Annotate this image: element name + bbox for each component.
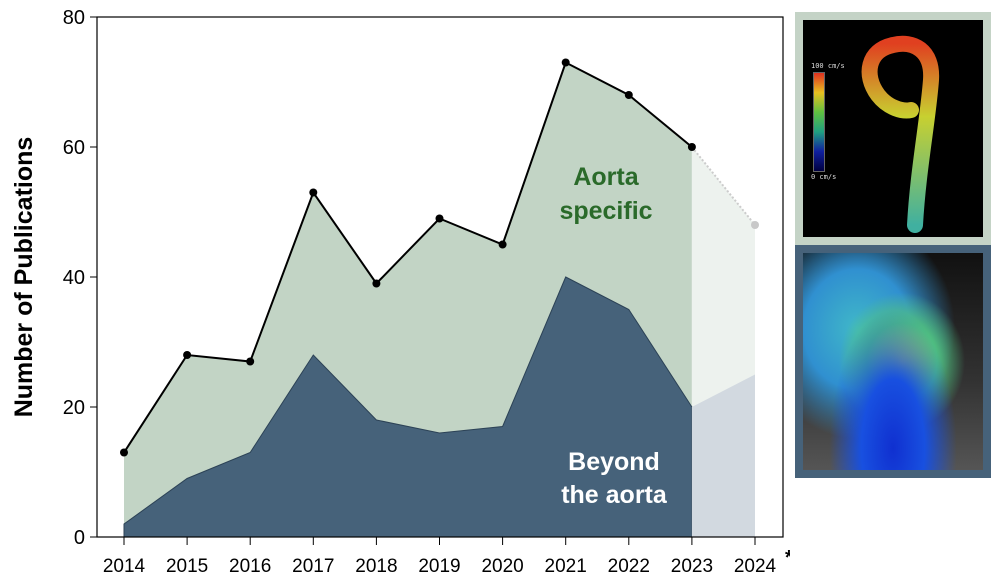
- data-point-2019: [435, 214, 444, 223]
- x-tick-label: 2023: [671, 556, 713, 577]
- x-tick-label: 2018: [355, 556, 397, 577]
- y-tick-label: 0: [74, 527, 85, 549]
- y-tick-label: 20: [63, 397, 85, 419]
- data-point-2022: [624, 91, 633, 99]
- data-point-2024*: [751, 221, 759, 229]
- y-tick-label: 60: [63, 137, 85, 159]
- aorta-specific-label-line2: specific: [559, 197, 652, 225]
- aorta-specific-label-line1: Aorta: [573, 163, 639, 191]
- x-tick-label: 2024: [734, 556, 777, 577]
- projected-line: [691, 146, 756, 226]
- beyond-aorta-image-panel: [795, 245, 991, 478]
- aorta-4d-flow-image: 100 cm/s 0 cm/s: [803, 20, 983, 237]
- x-tick-label: 2019: [418, 556, 460, 577]
- beyond-aorta-label-line1: Beyond: [568, 448, 660, 476]
- x-tick-label: 2022: [608, 556, 650, 577]
- data-point-2014: [120, 448, 128, 457]
- velocity-colorbar: [813, 72, 825, 172]
- y-tick-label: 80: [63, 7, 85, 29]
- beyond-aorta-label-line2: the aorta: [561, 481, 668, 509]
- x-tick-asterisk: *: [785, 547, 790, 569]
- data-point-2020: [498, 240, 507, 249]
- data-point-2021: [561, 58, 570, 67]
- y-axis-label: Number of Publications: [10, 137, 38, 418]
- total-line: [123, 61, 693, 454]
- data-point-2016: [246, 357, 255, 366]
- data-point-2015: [183, 351, 192, 359]
- data-point-2023: [687, 143, 696, 151]
- aorta-flow-image-panel: 100 cm/s 0 cm/s: [795, 12, 991, 245]
- scale-max-label: 100 cm/s: [811, 62, 845, 70]
- beyond-aorta-projected-area: [691, 374, 755, 537]
- data-point-2018: [372, 279, 381, 288]
- x-tick-label: 2020: [481, 556, 523, 577]
- x-tick-label: 2014: [103, 556, 146, 577]
- scale-min-label: 0 cm/s: [811, 173, 837, 181]
- y-tick-label: 40: [63, 267, 85, 289]
- x-tick-label: 2017: [292, 556, 334, 577]
- data-point-2017: [309, 188, 318, 197]
- x-tick-label: 2016: [229, 556, 271, 577]
- x-tick-label: 2015: [166, 556, 208, 577]
- publications-chart: 0 20 40 60 80 2014 2015 2016 2017 2018 2019 2020 202…: [10, 7, 790, 577]
- x-tick-label: 2021: [545, 556, 587, 577]
- heart-4d-flow-image: [803, 253, 983, 470]
